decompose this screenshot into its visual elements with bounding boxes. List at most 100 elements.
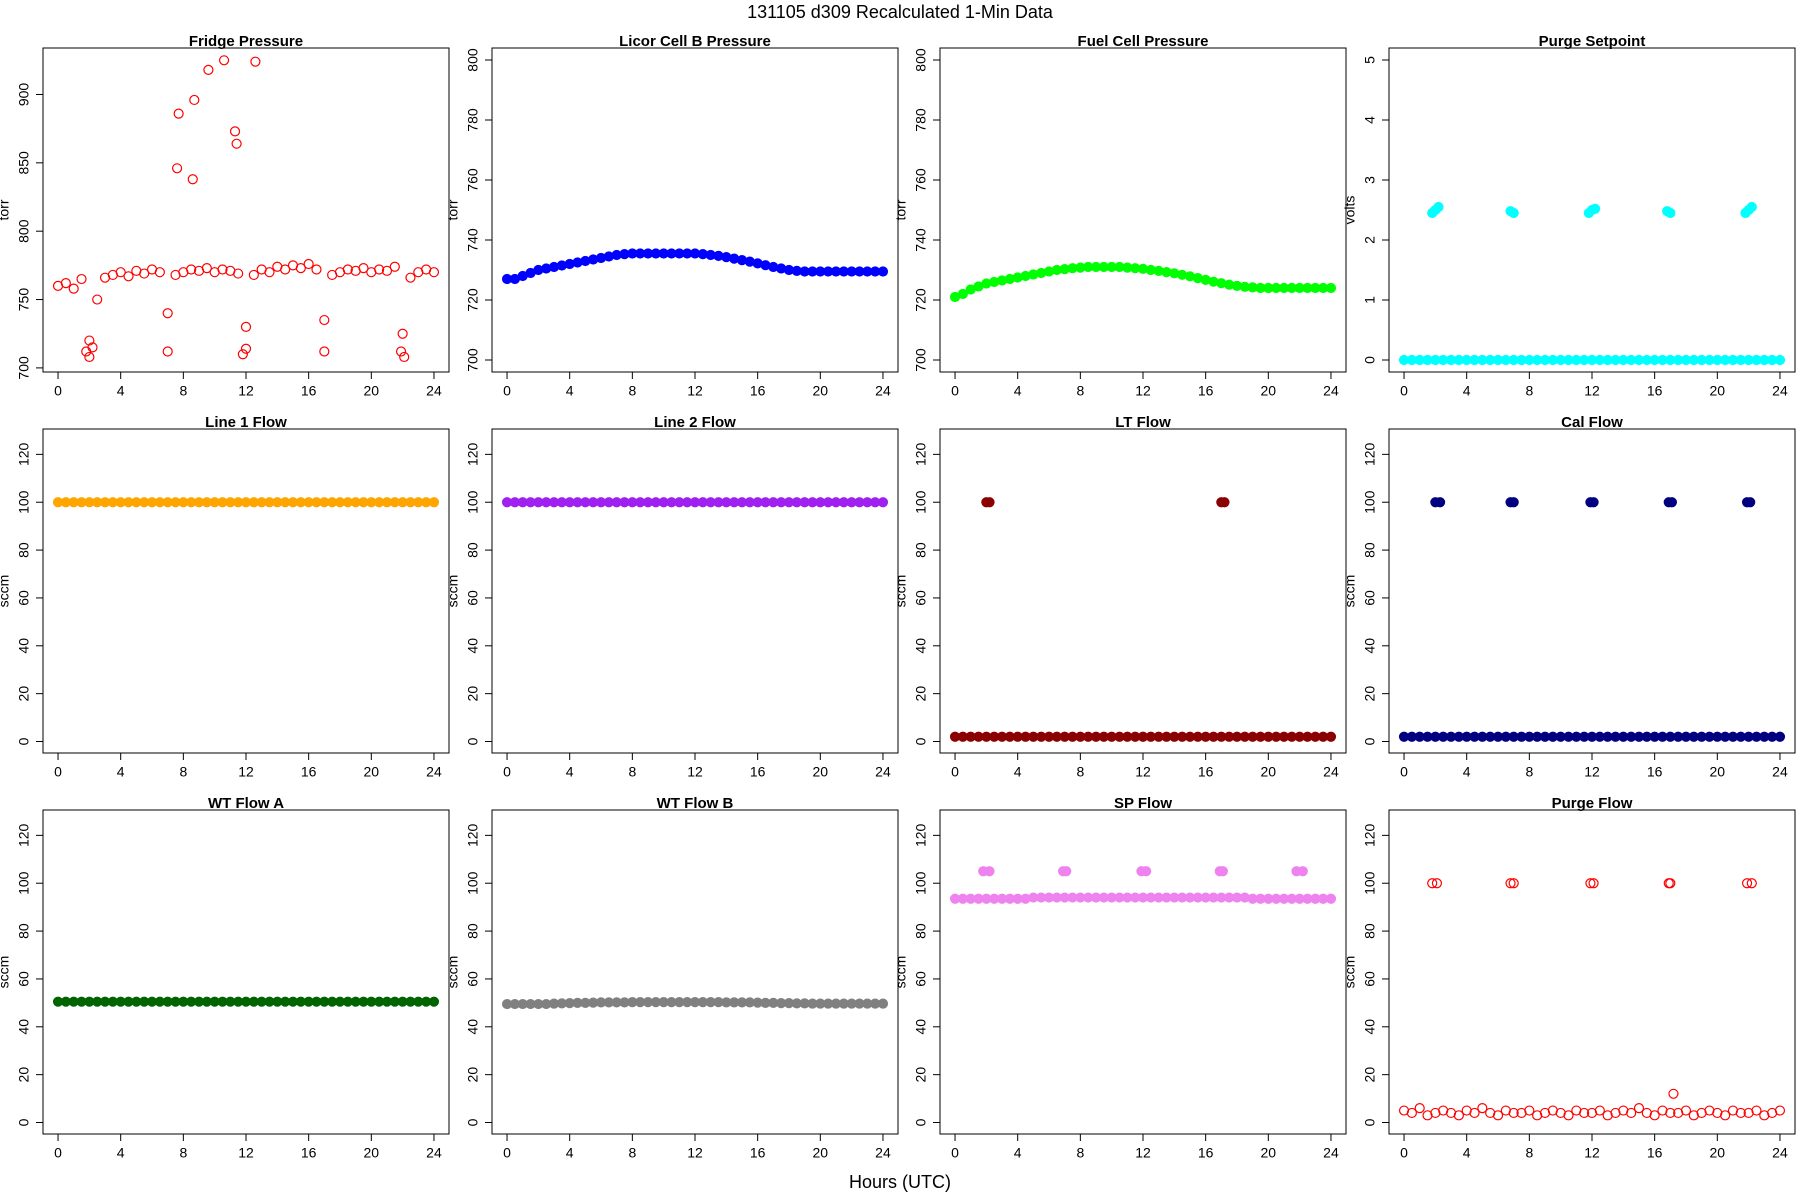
y-tick-label: 0	[1362, 1118, 1378, 1126]
panel-title: Line 1 Flow	[205, 414, 287, 431]
point	[381, 265, 393, 276]
point	[877, 497, 889, 508]
point	[1586, 1107, 1598, 1119]
x-tick-label: 4	[1463, 383, 1471, 399]
x-tick-label: 8	[628, 1145, 636, 1161]
x-tick-label: 8	[1076, 383, 1084, 399]
y-tick-label: 100	[16, 490, 32, 514]
x-tick-label: 4	[566, 383, 574, 399]
y-tick-label: 60	[1362, 971, 1378, 987]
y-tick-label: 720	[913, 288, 929, 312]
point	[1588, 497, 1599, 508]
point	[1665, 1107, 1676, 1119]
x-tick-label: 24	[875, 383, 891, 399]
point	[389, 261, 400, 272]
points	[949, 261, 1337, 303]
point	[1720, 1110, 1731, 1121]
point	[1524, 1105, 1535, 1116]
point	[1641, 1107, 1652, 1119]
x-tick-label: 16	[301, 383, 317, 399]
x-tick-label: 20	[364, 383, 380, 399]
point	[1398, 1105, 1410, 1116]
x-tick-label: 16	[1647, 383, 1663, 399]
plot-frame	[1388, 809, 1796, 1135]
point	[1438, 1105, 1449, 1116]
point	[1602, 1110, 1613, 1121]
point	[229, 126, 241, 137]
y-axis-label: sccm	[893, 575, 909, 608]
x-tick-label: 4	[117, 383, 125, 399]
x-tick-label: 12	[687, 764, 703, 780]
points	[52, 996, 440, 1007]
y-axis-label: torr	[0, 199, 12, 220]
point	[1665, 878, 1676, 889]
y-tick-label: 100	[913, 871, 929, 895]
x-tick-label: 20	[364, 764, 380, 780]
figure-title: 131105 d309 Recalculated 1-Min Data	[747, 2, 1054, 22]
x-tick-label: 24	[426, 383, 442, 399]
point	[1665, 207, 1676, 219]
y-tick-label: 80	[913, 923, 929, 939]
y-tick-label: 100	[16, 871, 32, 895]
point	[1743, 1107, 1754, 1119]
point	[1500, 1105, 1511, 1116]
point	[60, 278, 71, 289]
points	[1398, 497, 1786, 742]
x-tick-label: 24	[1772, 383, 1788, 399]
y-tick-label: 40	[465, 1019, 481, 1035]
point	[186, 264, 197, 275]
x-tick-label: 0	[503, 1145, 511, 1161]
y-tick-label: 4	[1362, 116, 1378, 124]
x-tick-label: 24	[426, 764, 442, 780]
point	[984, 866, 995, 877]
x-tick-label: 12	[1135, 383, 1151, 399]
x-tick-label: 12	[1135, 1145, 1151, 1161]
point	[1427, 878, 1438, 889]
x-tick-label: 24	[1772, 764, 1788, 780]
point	[84, 335, 95, 346]
y-tick-label: 120	[1362, 823, 1378, 847]
x-tick-label: 12	[238, 1145, 254, 1161]
point	[428, 497, 440, 508]
x-tick-label: 8	[1076, 1145, 1084, 1161]
y-tick-label: 20	[913, 686, 929, 702]
y-tick-label: 800	[465, 48, 481, 72]
point	[1571, 1105, 1582, 1116]
point	[1508, 1107, 1519, 1119]
point	[1680, 1105, 1692, 1116]
point	[187, 174, 198, 185]
point	[92, 294, 103, 305]
x-tick-label: 16	[1198, 1145, 1214, 1161]
point	[1610, 1107, 1621, 1119]
y-tick-label: 740	[913, 228, 929, 252]
point	[1325, 282, 1337, 294]
x-tick-label: 4	[1463, 764, 1471, 780]
y-tick-label: 100	[913, 490, 929, 514]
y-tick-label: 60	[913, 590, 929, 606]
y-tick-label: 80	[1362, 923, 1378, 939]
x-tick-label: 4	[117, 1145, 125, 1161]
point	[957, 288, 968, 300]
x-tick-label: 4	[1014, 764, 1022, 780]
y-axis-label: sccm	[445, 575, 461, 608]
y-axis-label: sccm	[1342, 575, 1358, 608]
y-tick-label: 100	[465, 871, 481, 895]
x-tick-label: 12	[238, 764, 254, 780]
y-tick-label: 0	[1362, 737, 1378, 745]
point	[1445, 1107, 1457, 1119]
point	[240, 321, 252, 332]
x-tick-label: 0	[951, 383, 959, 399]
point	[1774, 354, 1786, 366]
x-tick-label: 20	[813, 1145, 829, 1161]
point	[342, 264, 353, 275]
point	[217, 264, 228, 275]
y-tick-label: 740	[465, 228, 481, 252]
y-tick-label: 760	[913, 168, 929, 192]
plot-frame	[939, 809, 1347, 1135]
point	[1774, 1105, 1786, 1116]
x-tick-label: 16	[1647, 1145, 1663, 1161]
y-tick-label: 20	[1362, 686, 1378, 702]
y-tick-label: 20	[465, 686, 481, 702]
x-tick-label: 4	[566, 1145, 574, 1161]
